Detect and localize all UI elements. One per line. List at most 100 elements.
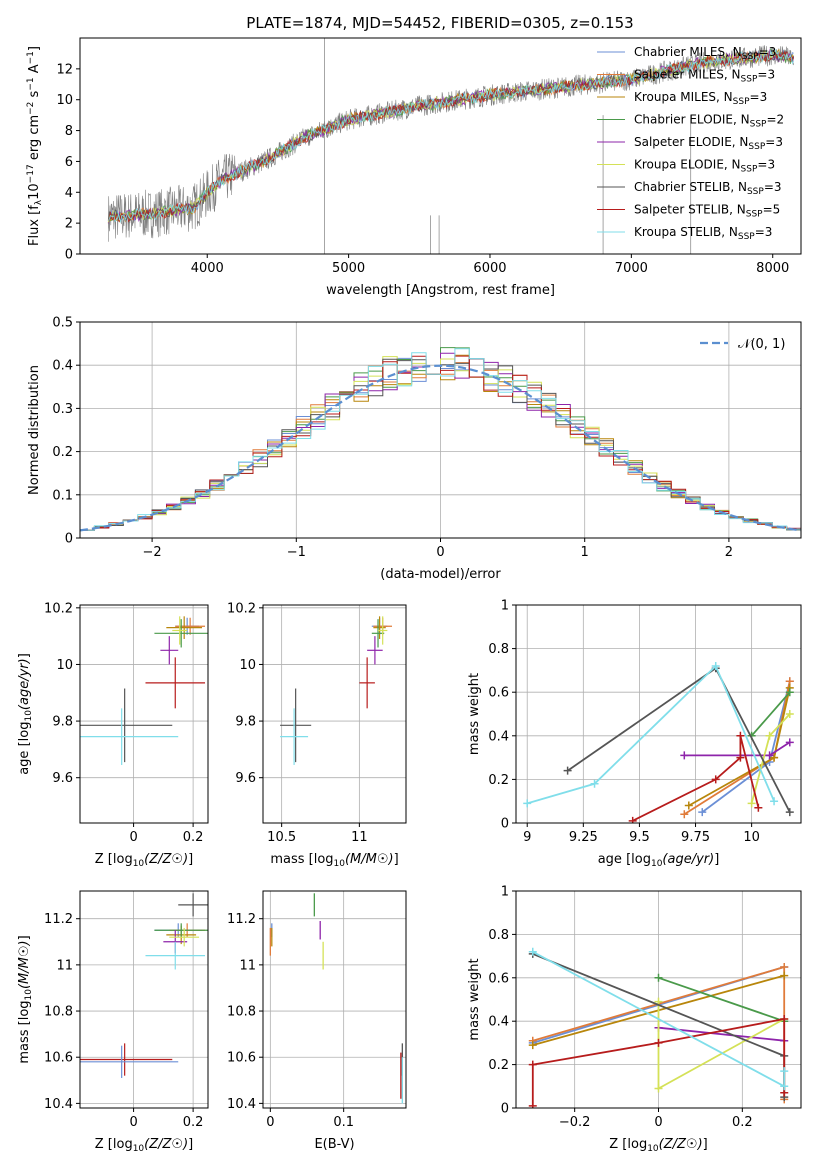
- weight-marker: [528, 1101, 537, 1108]
- panel-weight-vs-age: 9 9.25 9.5 9.75 10 0 0.2 0.4 0.6 0.8 1 age [log10(a…: [467, 599, 802, 869]
- y-tick-label: 6: [65, 155, 73, 170]
- x-tick-label: 0: [266, 1115, 274, 1130]
- weight-line-3: [750, 691, 791, 737]
- weight-marker: [765, 731, 774, 740]
- axes-frame: [515, 604, 802, 824]
- x-tick-label: 0: [436, 545, 444, 560]
- x-tick-label: 9.75: [681, 830, 710, 845]
- weight-marker: [785, 738, 794, 747]
- y-tick-label: 8: [65, 124, 73, 139]
- y-tick-label: 0: [501, 817, 509, 832]
- x-tick-label: 9: [523, 830, 531, 845]
- panel-residuals: −2 −1 0 1 2 0 0.1 0.2 0.3 0.4 0.5 𝒩(0, 1) (data-mode…: [27, 316, 802, 582]
- y-tick-label: 10.2: [227, 601, 256, 616]
- legend-entry: Salpeter ELODIE, NSSP=3: [634, 135, 783, 152]
- y-tick-label: 9.8: [235, 715, 256, 730]
- panel-mass-vs-z: 0 0.2 10.4 10.6 10.8 11 11.2 Z [log10(Z/Z☉)] mas…: [17, 890, 209, 1154]
- model-line-8: [107, 48, 794, 224]
- weight-marker: [528, 1041, 537, 1050]
- weight-marker: [780, 971, 789, 980]
- y-tick-label: 10: [56, 93, 73, 108]
- y-tick-label: 0.6: [488, 686, 509, 701]
- panel-age-vs-z: 0 0.2 9.6 9.8 10 10.2 Z [log10(Z/Z☉)] age [log1…: [17, 601, 209, 869]
- y-tick-label: 1: [501, 885, 509, 900]
- errorbar-plot-area: [80, 893, 208, 1078]
- panel-weight-vs-z: −0.2 0 0.2 0 0.2 0.4 0.6 0.8 1 Z [log10(Z/Z☉)] mas…: [467, 885, 802, 1154]
- y-tick-label: 11: [239, 958, 256, 973]
- y-tick-label: 0.1: [52, 488, 73, 503]
- axes-frame: [79, 37, 802, 255]
- residual-plot-area: [80, 347, 801, 538]
- y-tick-label: 11: [56, 958, 73, 973]
- y-tick-label: 10: [239, 658, 256, 673]
- legend-entry: Salpeter MILES, NSSP=3: [634, 68, 775, 85]
- x-tick-label: 0.2: [732, 1115, 753, 1130]
- x-tick-label: 1: [581, 545, 589, 560]
- weight-marker: [770, 797, 779, 806]
- weight-marker: [684, 801, 693, 810]
- y-tick-label: 9.8: [52, 715, 73, 730]
- y-axis-label: mass [log10(M/M☉)]: [17, 935, 34, 1063]
- y-tick-label: 2: [65, 217, 73, 232]
- y-tick-label: 10.6: [227, 1051, 256, 1066]
- x-tick-label: 9.5: [629, 830, 650, 845]
- weight-marker: [736, 753, 745, 762]
- y-tick-label: 10.8: [44, 1005, 73, 1020]
- x-tick-label: −2: [143, 545, 162, 560]
- x-tick-label: −0.2: [559, 1115, 591, 1130]
- weight-marker: [770, 753, 779, 762]
- weight-marker: [711, 662, 720, 671]
- x-axis-label: Z [log10(Z/Z☉)]: [609, 1137, 707, 1154]
- legend-entry: Chabrier MILES, NSSP=3: [634, 45, 776, 62]
- figure-title: PLATE=1874, MJD=54452, FIBERID=0305, z=0…: [246, 14, 633, 32]
- weight-marker: [563, 766, 572, 775]
- y-tick-label: 0.2: [52, 445, 73, 460]
- x-tick-label: 10.5: [267, 830, 296, 845]
- y-tick-label: 1: [501, 599, 509, 614]
- weight-marker: [765, 751, 774, 760]
- weight-marker: [528, 1060, 537, 1069]
- axes-frame: [515, 890, 802, 1109]
- x-axis-label: (data-model)/error: [380, 567, 501, 582]
- y-tick-label: 0.2: [488, 773, 509, 788]
- weight-marker: [780, 1067, 789, 1076]
- y-tick-label: 0.8: [488, 928, 509, 943]
- x-tick-label: 8000: [756, 261, 789, 276]
- weight-plot-area: [523, 662, 794, 823]
- y-tick-label: 0: [501, 1102, 509, 1117]
- axes-frame: [79, 890, 209, 1109]
- weight-marker: [528, 947, 537, 956]
- y-tick-label: 0.4: [488, 729, 509, 744]
- spectrum-plot-area: [107, 38, 795, 254]
- x-tick-label: 0.1: [333, 1115, 354, 1130]
- x-tick-label: 7000: [615, 261, 648, 276]
- y-tick-label: 0.5: [52, 316, 73, 331]
- x-tick-label: 11: [351, 830, 368, 845]
- weight-marker: [711, 775, 720, 784]
- weight-marker: [654, 1084, 663, 1093]
- x-tick-label: 0.2: [183, 830, 204, 845]
- panel-spectrum: 4000 5000 6000 7000 8000 0 2 4 6 8 10 12 Chabrier MI…: [26, 37, 802, 298]
- y-tick-label: 10.6: [44, 1051, 73, 1066]
- weight-marker: [523, 799, 532, 808]
- x-axis-label: wavelength [Angstrom, rest frame]: [326, 283, 555, 298]
- legend-entry: Kroupa MILES, NSSP=3: [634, 90, 767, 107]
- x-tick-label: 0: [129, 1115, 137, 1130]
- y-tick-label: 0.8: [488, 642, 509, 657]
- weight-marker: [654, 973, 663, 982]
- y-tick-label: 10.4: [227, 1097, 256, 1112]
- y-tick-label: 11.2: [44, 912, 73, 927]
- y-tick-label: 9.6: [52, 771, 73, 786]
- x-axis-label: Z [log10(Z/Z☉)]: [95, 1137, 193, 1154]
- y-tick-label: 4: [65, 186, 73, 201]
- weight-marker: [754, 803, 763, 812]
- weight-line-3: [658, 976, 785, 1023]
- y-tick-label: 10: [56, 658, 73, 673]
- y-tick-label: 11.2: [227, 912, 256, 927]
- y-tick-label: 10.2: [44, 601, 73, 616]
- legend-entry: 𝒩(0, 1): [738, 337, 785, 352]
- legend-entry: Chabrier STELIB, NSSP=3: [634, 180, 782, 197]
- x-tick-label: 10: [743, 830, 760, 845]
- weight-marker: [780, 1082, 789, 1091]
